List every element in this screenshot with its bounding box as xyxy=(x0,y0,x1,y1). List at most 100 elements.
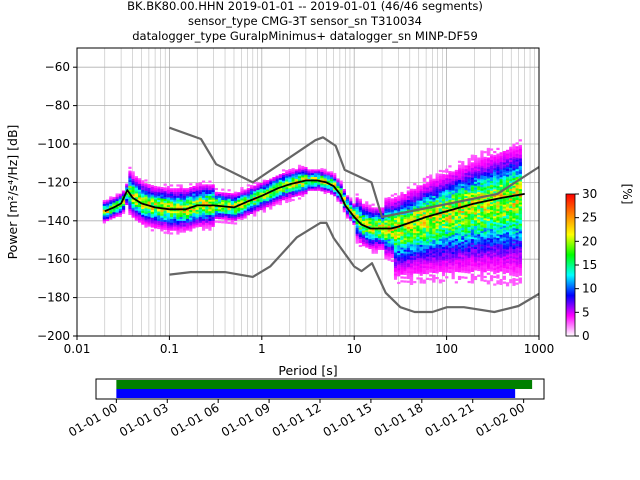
heatmap-cell xyxy=(477,253,481,256)
heatmap-cell xyxy=(227,204,231,207)
heatmap-cell xyxy=(403,240,407,243)
heatmap-cell xyxy=(134,187,138,190)
heatmap-cell xyxy=(445,251,449,254)
heatmap-cell xyxy=(509,186,513,190)
heatmap-cell xyxy=(496,243,500,246)
heatmap-cell xyxy=(509,202,513,205)
heatmap-cell xyxy=(281,194,286,197)
heatmap-cell xyxy=(441,235,446,238)
heatmap-cell xyxy=(179,218,183,222)
heatmap-cell xyxy=(320,189,324,192)
heatmap-cell xyxy=(227,217,231,221)
heatmap-cell xyxy=(323,186,327,189)
heatmap-cell xyxy=(518,225,522,228)
heatmap-cell xyxy=(179,199,183,202)
heatmap-cell xyxy=(400,213,404,216)
heatmap-cell xyxy=(445,174,449,177)
heatmap-cell xyxy=(512,155,516,158)
heatmap-cell xyxy=(406,190,410,193)
heatmap-cell xyxy=(470,242,474,246)
heatmap-cell xyxy=(397,253,401,256)
heatmap-cell xyxy=(470,233,474,236)
heatmap-cell xyxy=(275,192,279,196)
heatmap-cell xyxy=(441,174,446,177)
heatmap-cell xyxy=(512,162,516,165)
heatmap-cell xyxy=(470,193,474,196)
heatmap-cell xyxy=(419,279,423,282)
heatmap-cell xyxy=(496,247,500,250)
heatmap-cell xyxy=(509,250,513,253)
heatmap-cell xyxy=(131,178,135,182)
heatmap-cell xyxy=(147,189,151,193)
heatmap-cell xyxy=(432,178,436,181)
heatmap-cell xyxy=(403,201,407,204)
heatmap-cell xyxy=(425,250,430,254)
heatmap-cell xyxy=(179,220,183,224)
heatmap-cell xyxy=(451,209,455,213)
heatmap-cell xyxy=(512,251,516,254)
colorbar-label: [%] xyxy=(620,184,634,205)
heatmap-cell xyxy=(509,236,513,240)
heatmap-cell xyxy=(397,230,401,233)
heatmap-cell xyxy=(224,192,228,195)
heatmap-cell xyxy=(166,205,170,208)
heatmap-cell xyxy=(272,202,276,205)
heatmap-cell xyxy=(406,234,410,237)
heatmap-cell xyxy=(224,202,228,205)
heatmap-cell xyxy=(157,190,161,193)
heatmap-cell xyxy=(294,192,298,195)
heatmap-cell xyxy=(445,243,449,246)
heatmap-cell xyxy=(416,210,420,213)
heatmap-cell xyxy=(416,254,420,257)
heatmap-cell xyxy=(403,203,407,206)
heatmap-cell xyxy=(464,230,468,233)
heatmap-cell xyxy=(198,184,202,187)
heatmap-cell xyxy=(137,197,142,200)
heatmap-cell xyxy=(179,209,183,212)
heatmap-cell xyxy=(230,218,234,221)
heatmap-cell xyxy=(409,267,414,270)
heatmap-cell xyxy=(435,179,439,182)
heatmap-cell xyxy=(294,169,298,172)
heatmap-cell xyxy=(480,188,484,192)
heatmap-cell xyxy=(483,225,487,229)
heatmap-cell xyxy=(429,184,433,187)
heatmap-cell xyxy=(166,193,170,196)
heatmap-cell xyxy=(406,196,410,199)
heatmap-cell xyxy=(480,161,484,165)
heatmap-cell xyxy=(454,204,458,207)
heatmap-cell xyxy=(230,210,234,213)
heatmap-cell xyxy=(515,249,519,253)
heatmap-cell xyxy=(361,240,366,243)
heatmap-cell xyxy=(416,215,420,219)
heatmap-cell xyxy=(489,158,494,161)
heatmap-cell xyxy=(371,245,375,249)
heatmap-cell xyxy=(413,257,417,261)
heatmap-cell xyxy=(477,159,481,162)
heatmap-cell xyxy=(502,227,506,230)
heatmap-cell xyxy=(221,192,225,195)
heatmap-cell xyxy=(493,214,497,217)
heatmap-cell xyxy=(473,254,478,258)
heatmap-cell xyxy=(499,217,503,220)
heatmap-cell xyxy=(480,152,484,155)
heatmap-cell xyxy=(217,215,222,218)
heatmap-cell xyxy=(339,199,343,202)
heatmap-cell xyxy=(467,207,471,211)
heatmap-cell xyxy=(464,182,468,185)
heatmap-cell xyxy=(406,248,410,251)
heatmap-cell xyxy=(281,169,286,172)
heatmap-cell xyxy=(489,165,494,168)
heatmap-cell xyxy=(467,229,471,232)
heatmap-cell xyxy=(416,242,420,245)
heatmap-cell xyxy=(409,265,414,268)
heatmap-cell xyxy=(150,210,154,213)
heatmap-cell xyxy=(509,188,513,192)
heatmap-cell xyxy=(195,223,199,226)
heatmap-cell xyxy=(505,228,510,231)
heatmap-cell xyxy=(294,177,298,180)
heatmap-cell xyxy=(179,193,183,197)
heatmap-cell xyxy=(211,218,215,222)
heatmap-cell xyxy=(409,196,414,199)
heatmap-cell xyxy=(153,205,158,208)
